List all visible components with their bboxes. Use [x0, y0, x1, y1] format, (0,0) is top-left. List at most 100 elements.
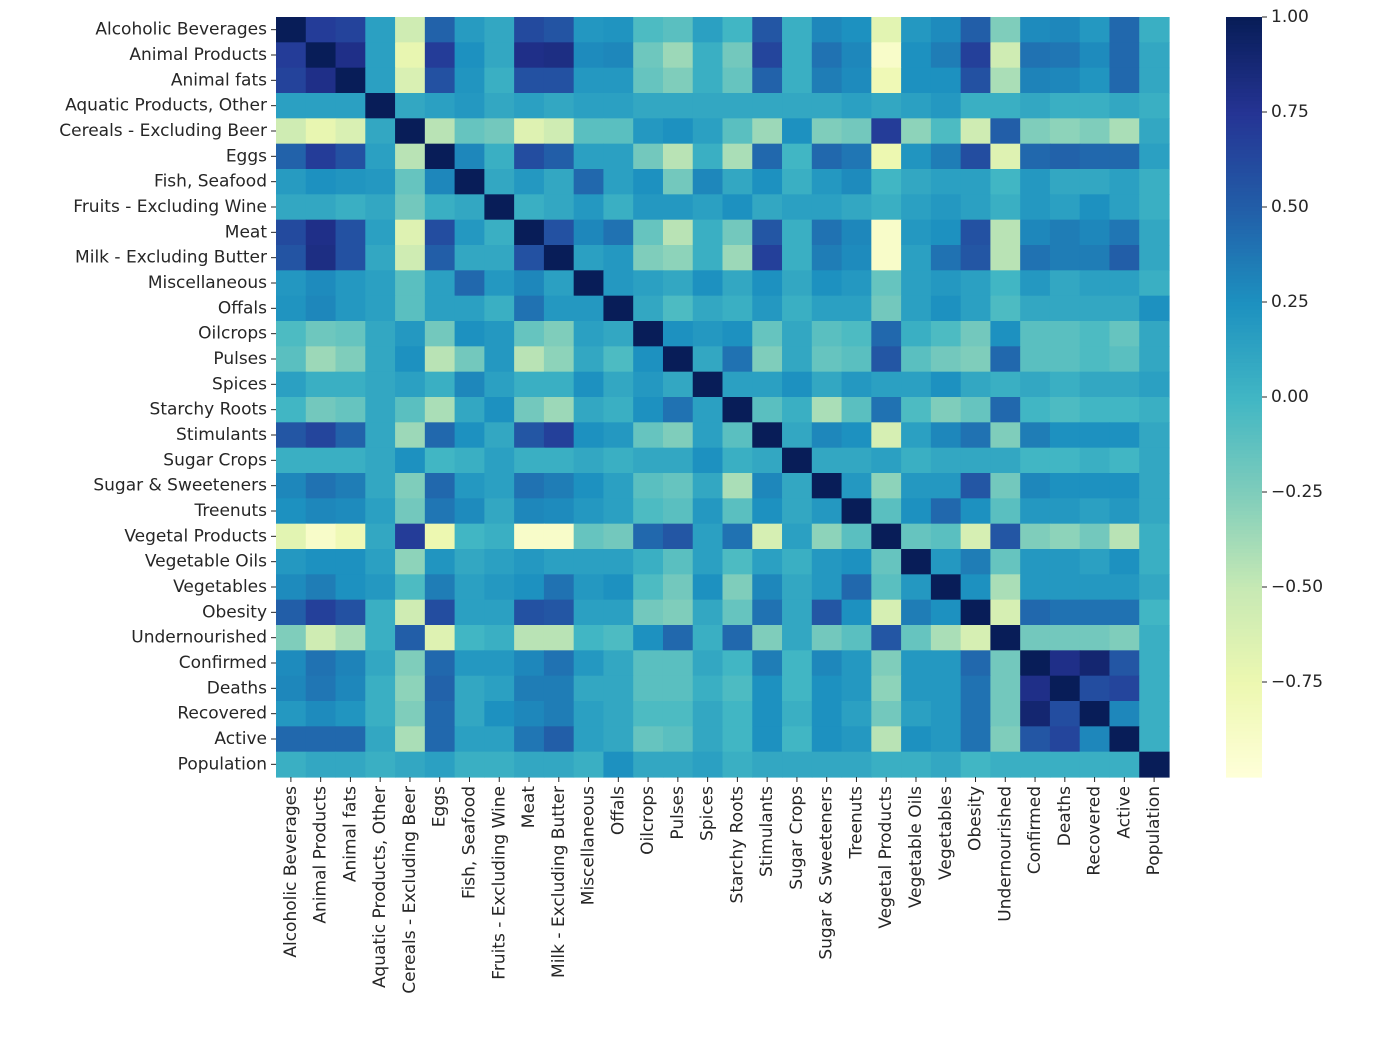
heatmap-cell [692, 295, 724, 322]
heatmap-cell [424, 270, 456, 297]
heatmap-cell [960, 295, 991, 322]
heatmap-cell [484, 219, 515, 246]
heatmap-cell [395, 270, 426, 297]
heatmap-cell [633, 118, 664, 145]
heatmap-cell [692, 219, 724, 246]
colorbar: 1.00 0.75 0.50 0.25 0.00 −0.25 −0.50 −0.75 [1226, 7, 1323, 778]
colorbar-segment [1226, 24, 1262, 29]
heatmap-cell [752, 473, 783, 499]
heatmap-cell [692, 751, 724, 778]
heatmap-cell [424, 523, 456, 550]
x-tick-label: Alcoholic Beverages [281, 786, 301, 958]
heatmap-cell [811, 473, 843, 499]
heatmap-cell [1020, 549, 1051, 575]
colorbar-segment [1226, 81, 1262, 86]
heatmap-cell [424, 701, 456, 727]
heatmap-cell [1049, 549, 1081, 575]
heatmap-cell [573, 371, 605, 398]
colorbar-segment [1226, 66, 1262, 71]
colorbar-segment [1226, 260, 1262, 265]
heatmap-cell [722, 726, 753, 753]
heatmap-cell [573, 93, 605, 119]
colorbar-segment [1226, 195, 1262, 200]
heatmap-cell [276, 93, 307, 119]
heatmap-cell [871, 751, 902, 778]
heatmap-cell [930, 473, 962, 499]
heatmap-cell [454, 473, 485, 499]
colorbar-segment [1226, 100, 1262, 105]
colorbar-segment [1226, 283, 1262, 288]
heatmap-cell [662, 42, 694, 69]
heatmap-cell [454, 726, 485, 753]
heatmap-cell [424, 295, 456, 322]
heatmap-cell [603, 245, 634, 271]
heatmap-cell [871, 270, 902, 297]
heatmap-cell [484, 194, 515, 221]
heatmap-cell [811, 143, 843, 170]
x-tick-label: Oilcrops [638, 786, 658, 855]
heatmap-cell [930, 93, 962, 119]
heatmap-cell [1049, 422, 1081, 449]
x-tick-label: Offals [608, 786, 628, 835]
heatmap-cell [901, 118, 932, 145]
colorbar-segment [1226, 298, 1262, 303]
colorbar-segment [1226, 590, 1262, 596]
heatmap-cell [543, 498, 575, 525]
heatmap-cell [514, 346, 545, 373]
colorbar-segment [1226, 712, 1262, 717]
heatmap-cell [276, 549, 307, 575]
heatmap-cell [930, 751, 962, 778]
heatmap-cell [305, 549, 337, 575]
heatmap-cell [335, 67, 366, 94]
heatmap-cell [543, 523, 575, 550]
heatmap-cell [811, 346, 843, 373]
heatmap-cell [633, 422, 664, 449]
colorbar-segment [1226, 252, 1262, 257]
heatmap-cell [603, 701, 634, 727]
heatmap-cell [782, 143, 813, 170]
heatmap-cell [1049, 17, 1081, 43]
colorbar-segment [1226, 218, 1262, 223]
heatmap-cell [365, 473, 396, 499]
x-tick-labels: Alcoholic Beverages Animal Products Animal… [281, 777, 1164, 994]
heatmap-cell [276, 67, 307, 94]
heatmap-cell [930, 118, 962, 145]
heatmap-cell [722, 371, 753, 398]
colorbar-segment [1226, 457, 1262, 463]
heatmap-cell [633, 599, 664, 626]
colorbar-segment [1226, 621, 1262, 626]
heatmap-cell [722, 118, 753, 145]
colorbar-segment [1226, 153, 1262, 159]
heatmap-cell [841, 143, 872, 170]
heatmap-cell [692, 143, 724, 170]
heatmap-cell [692, 17, 724, 43]
colorbar-segment [1226, 96, 1262, 102]
heatmap-cell [722, 17, 753, 43]
x-tick-label: Population [1144, 786, 1164, 875]
y-tick-label: Offals [218, 298, 267, 318]
colorbar-segment [1226, 735, 1262, 740]
heatmap-cell [484, 625, 515, 651]
y-tick-label: Recovered [177, 704, 267, 724]
heatmap-cell [841, 726, 872, 753]
colorbar-segment [1226, 17, 1262, 22]
heatmap-cell [841, 194, 872, 221]
heatmap-cell [990, 625, 1021, 651]
heatmap-cell [276, 17, 307, 43]
heatmap-cell [1049, 397, 1081, 423]
heatmap-cell [1020, 270, 1051, 297]
colorbar-segment [1226, 716, 1262, 721]
heatmap-cell [782, 245, 813, 271]
heatmap-cell [990, 219, 1021, 246]
heatmap-cell [1139, 675, 1170, 702]
heatmap-cell [484, 67, 515, 94]
heatmap-cell [960, 371, 991, 398]
heatmap-cell [424, 726, 456, 753]
heatmap-cell [1049, 219, 1081, 246]
heatmap-cell [841, 321, 872, 347]
heatmap-cell [424, 675, 456, 702]
heatmap-cell [395, 447, 426, 474]
heatmap-cell [305, 650, 337, 677]
heatmap-cell [811, 397, 843, 423]
heatmap-cell [543, 194, 575, 221]
